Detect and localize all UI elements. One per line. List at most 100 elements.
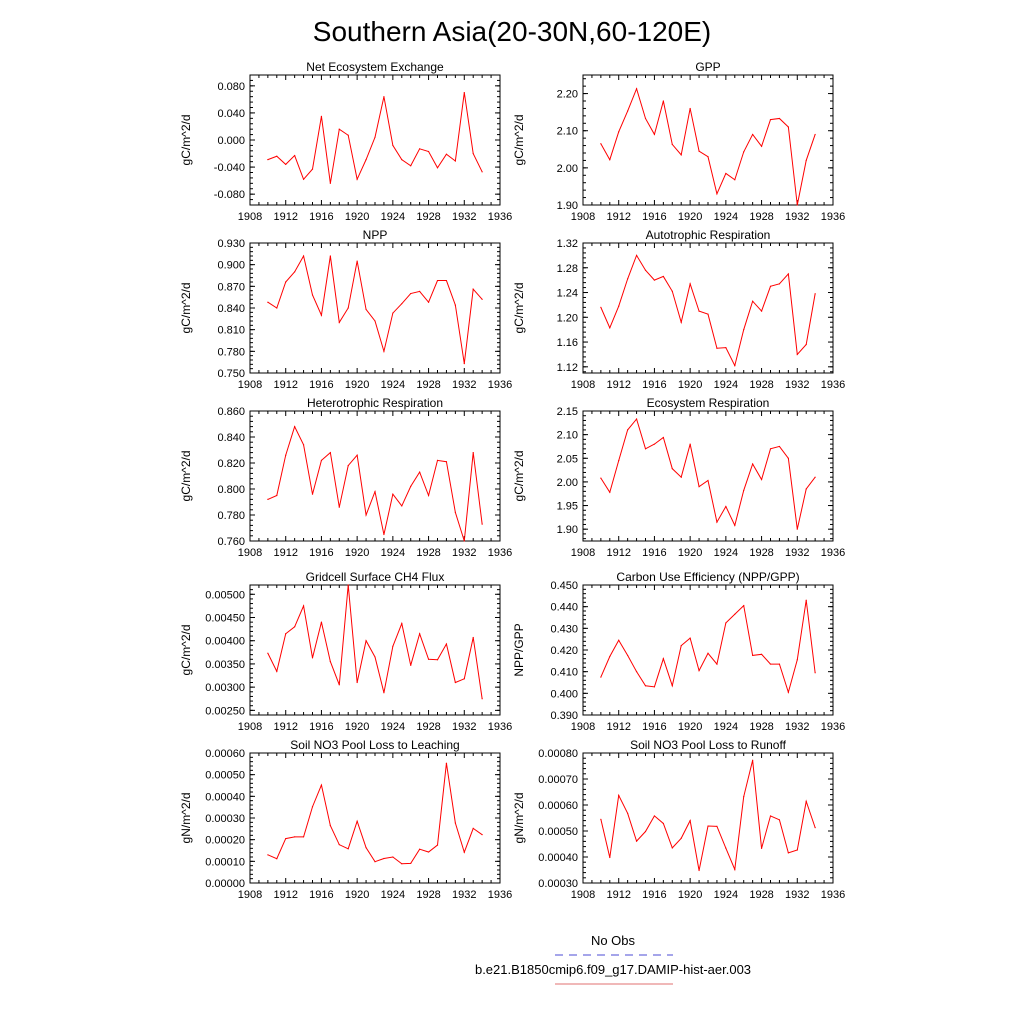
data-point bbox=[365, 308, 367, 311]
legend-label-obs: No Obs bbox=[591, 933, 636, 948]
series-line bbox=[600, 760, 816, 872]
series-line bbox=[600, 87, 816, 206]
y-tick-label: 0.860 bbox=[217, 406, 245, 418]
y-tick-label: 0.00040 bbox=[538, 852, 578, 864]
y-tick-label: 2.00 bbox=[557, 163, 578, 175]
data-point bbox=[814, 293, 816, 295]
y-axis-label: gN/m^2/d bbox=[512, 793, 526, 844]
data-point bbox=[671, 143, 673, 146]
y-tick-label: 1.95 bbox=[557, 501, 578, 513]
x-tick-label: 1936 bbox=[488, 889, 512, 901]
data-point bbox=[627, 812, 629, 814]
y-tick-label: 0.900 bbox=[217, 260, 245, 272]
y-tick-label: 0.400 bbox=[550, 688, 578, 700]
y-tick-label: 0.00050 bbox=[205, 770, 245, 782]
y-tick-label: 0.00060 bbox=[538, 800, 578, 812]
data-point bbox=[609, 856, 611, 859]
data-point bbox=[472, 636, 474, 639]
data-point bbox=[401, 303, 403, 305]
y-tick-label: 0.430 bbox=[550, 623, 578, 635]
data-point bbox=[436, 459, 439, 461]
data-point bbox=[796, 659, 798, 661]
x-tick-label: 1912 bbox=[606, 379, 630, 391]
x-tick-label: 1920 bbox=[678, 211, 702, 223]
x-tick-label: 1924 bbox=[714, 211, 738, 223]
data-point bbox=[644, 685, 647, 687]
data-point bbox=[338, 506, 340, 508]
data-point bbox=[600, 676, 602, 678]
data-point bbox=[320, 621, 323, 623]
data-point bbox=[716, 193, 718, 195]
chart-panel-1: Net Ecosystem Exchange gC/m^2/d 1908 1912 19… bbox=[179, 60, 512, 223]
y-tick-label: 1.28 bbox=[557, 263, 578, 275]
data-point bbox=[653, 686, 656, 688]
x-tick-label: 1916 bbox=[309, 889, 333, 901]
data-point bbox=[347, 134, 349, 136]
data-point bbox=[267, 498, 269, 500]
y-tick-label: 0.840 bbox=[217, 303, 245, 315]
data-point bbox=[680, 154, 682, 156]
data-point bbox=[707, 652, 709, 654]
data-point bbox=[454, 822, 456, 824]
y-axis-label: gC/m^2/d bbox=[512, 115, 526, 166]
data-point bbox=[698, 150, 700, 152]
data-point bbox=[285, 281, 287, 283]
data-point bbox=[600, 306, 602, 308]
data-point bbox=[329, 255, 331, 257]
data-point bbox=[743, 489, 745, 492]
x-tick-label: 1912 bbox=[606, 721, 630, 733]
data-point bbox=[472, 452, 474, 454]
series-line bbox=[600, 600, 816, 695]
series-line bbox=[267, 763, 483, 865]
y-tick-label: 0.390 bbox=[550, 710, 578, 722]
y-tick-label: 1.90 bbox=[557, 524, 578, 536]
y-axis-label: gC/m^2/d bbox=[512, 283, 526, 334]
data-point bbox=[662, 658, 664, 660]
data-point bbox=[320, 115, 323, 117]
data-point bbox=[707, 156, 709, 158]
x-tick-label: 1936 bbox=[488, 379, 512, 391]
data-point bbox=[463, 363, 465, 365]
x-tick-label: 1916 bbox=[309, 211, 333, 223]
data-point bbox=[653, 133, 656, 136]
y-tick-label: 0.420 bbox=[550, 645, 578, 657]
data-point bbox=[419, 148, 421, 150]
data-point bbox=[635, 840, 638, 842]
data-point bbox=[329, 452, 331, 454]
data-point bbox=[276, 858, 278, 860]
x-tick-label: 1908 bbox=[571, 547, 595, 559]
data-point bbox=[419, 633, 421, 635]
y-tick-label: 2.15 bbox=[557, 406, 578, 418]
y-tick-label: 0.780 bbox=[217, 510, 245, 522]
data-point bbox=[410, 165, 412, 167]
data-point bbox=[276, 307, 278, 309]
data-point bbox=[689, 107, 691, 110]
x-tick-label: 1932 bbox=[452, 721, 476, 733]
x-tick-label: 1908 bbox=[238, 547, 262, 559]
x-tick-label: 1928 bbox=[416, 889, 440, 901]
data-point bbox=[778, 445, 781, 448]
x-tick-label: 1924 bbox=[381, 721, 405, 733]
data-point bbox=[716, 663, 718, 665]
x-tick-label: 1928 bbox=[749, 889, 773, 901]
data-point bbox=[635, 88, 638, 90]
y-tick-label: 0.780 bbox=[217, 346, 245, 358]
data-point bbox=[383, 96, 385, 98]
data-point bbox=[285, 633, 287, 635]
y-axis-label: gC/m^2/d bbox=[179, 451, 193, 502]
data-point bbox=[356, 454, 358, 456]
data-point bbox=[472, 827, 474, 830]
x-tick-label: 1912 bbox=[273, 889, 297, 901]
x-tick-label: 1916 bbox=[642, 379, 666, 391]
data-point bbox=[778, 663, 781, 665]
data-point bbox=[481, 834, 483, 836]
data-point bbox=[267, 301, 269, 303]
data-point bbox=[347, 848, 349, 850]
data-point bbox=[671, 290, 673, 292]
y-axis-label: gC/m^2/d bbox=[179, 625, 193, 676]
data-point bbox=[285, 837, 287, 840]
data-point bbox=[436, 279, 439, 282]
data-point bbox=[445, 643, 448, 645]
x-tick-label: 1920 bbox=[345, 211, 369, 223]
data-point bbox=[427, 494, 430, 497]
